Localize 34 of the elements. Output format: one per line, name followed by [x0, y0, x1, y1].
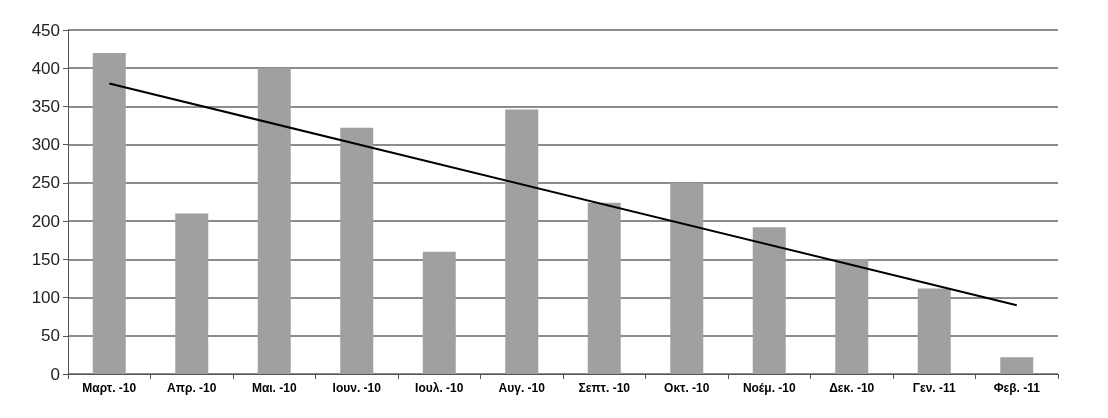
x-tick-label: Ιουν. -10: [332, 381, 382, 395]
y-tick-label: 0: [50, 364, 60, 384]
x-tick-label: Φεβ. -11: [993, 381, 1041, 395]
y-tick-label: 100: [31, 288, 60, 308]
x-tick-label: Σεπτ. -10: [578, 381, 631, 395]
x-tick-label: Δεκ. -10: [829, 381, 875, 395]
bar: [175, 213, 209, 374]
x-tick-label: Γεν. -11: [912, 381, 957, 395]
bar: [752, 227, 786, 374]
bar: [257, 68, 291, 374]
bar: [505, 109, 539, 374]
y-tick-label: 250: [31, 173, 60, 193]
y-tick-label: 50: [41, 326, 60, 346]
x-tick-label: Αυγ. -10: [498, 381, 546, 395]
x-tick-label: Μαι. -10: [251, 381, 297, 395]
bar: [1000, 357, 1034, 374]
x-tick-label: Απρ. -10: [167, 381, 217, 395]
bar: [835, 259, 869, 374]
y-tick-label: 200: [31, 211, 60, 231]
bar: [92, 52, 126, 374]
bar: [422, 251, 456, 374]
y-tick-label: 300: [31, 135, 60, 155]
bar: [917, 288, 951, 374]
x-tick-label: Οκτ. -10: [664, 381, 710, 395]
x-tick-label: Μαρτ. -10: [82, 381, 137, 395]
y-tick-label: 150: [31, 249, 60, 269]
bar: [670, 182, 704, 374]
y-tick-label: 400: [31, 58, 60, 78]
bar: [340, 127, 374, 374]
y-tick-label: 350: [31, 96, 60, 116]
y-tick-label: 450: [31, 20, 60, 40]
x-tick-label: Νοέμ. -10: [742, 381, 796, 395]
x-tick-label: Ιουλ. -10: [415, 381, 464, 395]
bar: [587, 202, 621, 374]
